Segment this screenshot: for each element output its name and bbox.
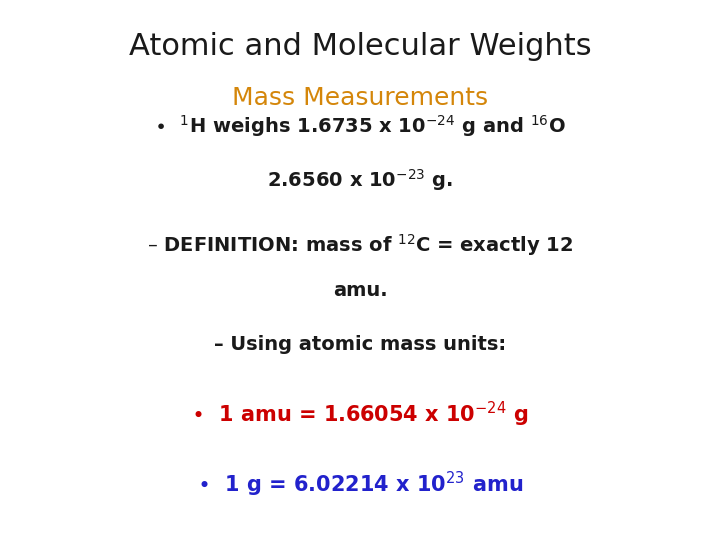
- Text: 2.6560 x 10$^{-23}$ g.: 2.6560 x 10$^{-23}$ g.: [267, 167, 453, 193]
- Text: $\bullet$  1 amu = 1.66054 x 10$^{-24}$ g: $\bullet$ 1 amu = 1.66054 x 10$^{-24}$ g: [192, 400, 528, 429]
- Text: – Using atomic mass units:: – Using atomic mass units:: [214, 335, 506, 354]
- Text: Mass Measurements: Mass Measurements: [232, 86, 488, 110]
- Text: – DEFINITION: mass of $^{12}$C = exactly 12: – DEFINITION: mass of $^{12}$C = exactly…: [147, 232, 573, 258]
- Text: $\bullet$  1 g = 6.02214 x 10$^{23}$ amu: $\bullet$ 1 g = 6.02214 x 10$^{23}$ amu: [197, 470, 523, 499]
- Text: $\bullet$  $^{1}$H weighs 1.6735 x 10$^{-24}$ g and $^{16}$O: $\bullet$ $^{1}$H weighs 1.6735 x 10$^{-…: [154, 113, 566, 139]
- Text: Atomic and Molecular Weights: Atomic and Molecular Weights: [129, 32, 591, 62]
- Text: amu.: amu.: [333, 281, 387, 300]
